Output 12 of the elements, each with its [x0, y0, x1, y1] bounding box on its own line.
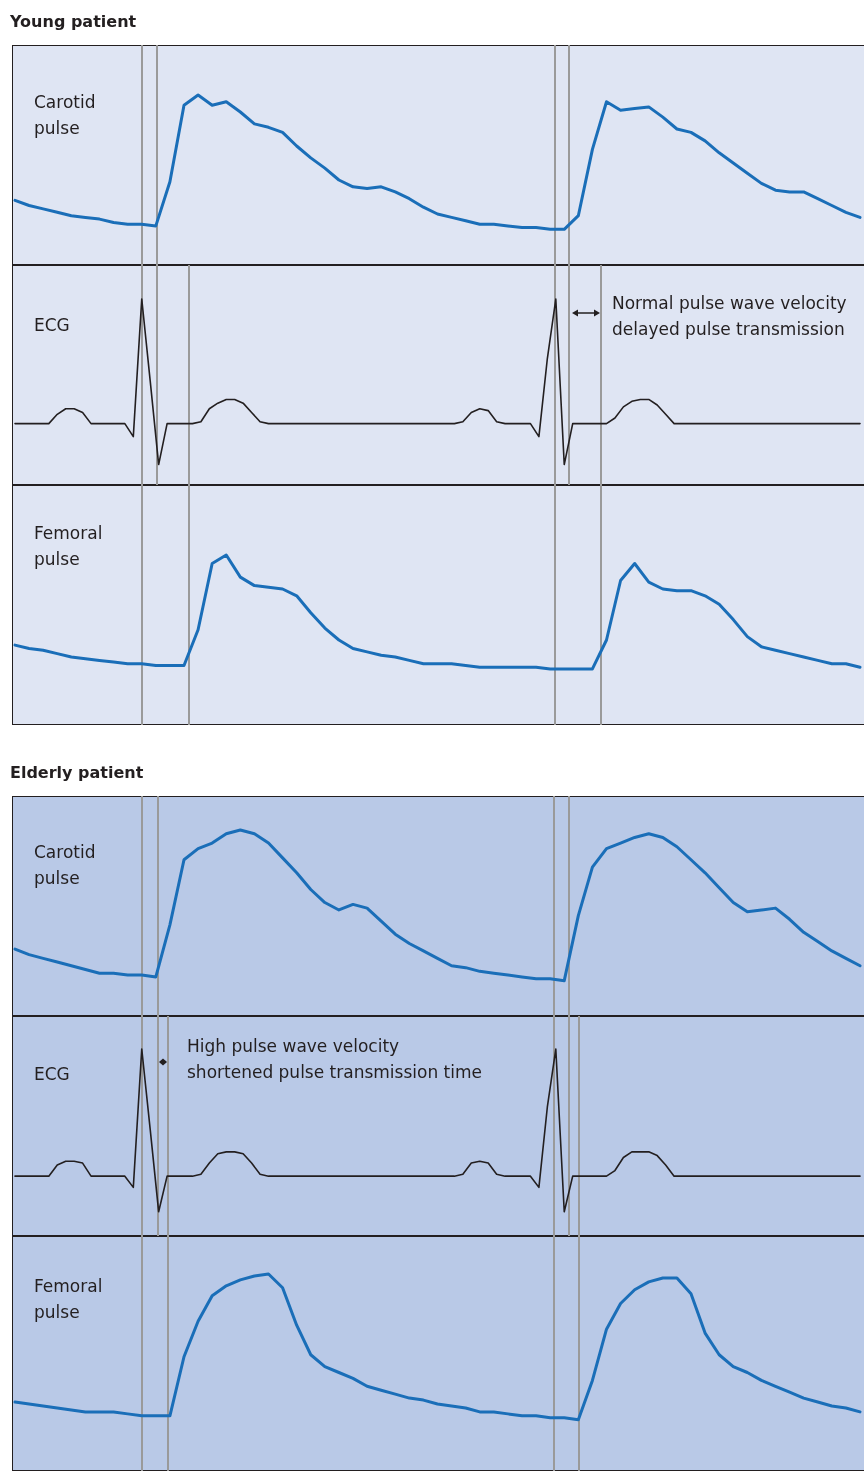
chart-title: Young patient	[10, 12, 137, 31]
y-axis-title: Femoral pulse	[34, 1275, 103, 1322]
y-axis-title: ECG	[34, 1063, 70, 1084]
annotation: shortened pulse transmission time	[187, 1061, 482, 1082]
annotation: High pulse wave velocity	[187, 1035, 400, 1056]
y-axis-title: ECG	[34, 314, 70, 335]
annotation: Normal pulse wave velocity	[612, 292, 847, 313]
annotation: delayed pulse transmission	[612, 318, 845, 339]
chart-title: Elderly patient	[10, 763, 144, 782]
y-axis-title: Carotid pulse	[34, 91, 96, 138]
y-axis-title: Carotid pulse	[34, 841, 96, 888]
y-axis-title: Femoral pulse	[34, 522, 103, 569]
